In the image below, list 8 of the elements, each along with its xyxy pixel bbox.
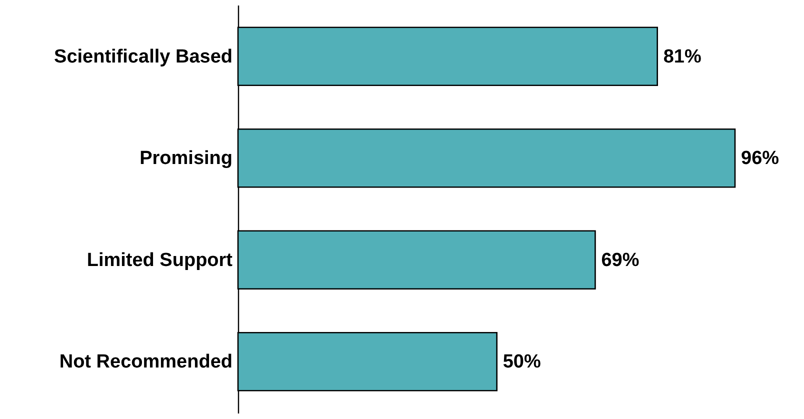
data-label: 96% [741, 148, 780, 170]
y-tick-label: Not Recommended [59, 352, 232, 373]
data-label: 69% [601, 250, 640, 271]
data-label: 81% [663, 46, 702, 68]
y-tick-label: Limited Support [86, 250, 234, 271]
y-tick-label: Scientifically Based [54, 46, 232, 68]
data-label: 50% [502, 352, 541, 373]
y-tick-label: Promising [140, 148, 232, 170]
